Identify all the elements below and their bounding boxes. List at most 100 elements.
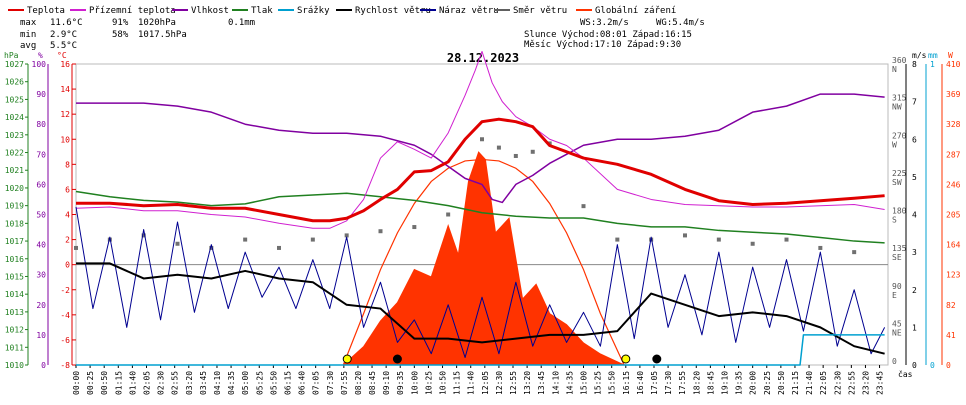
tick-label-wind-5: 5: [912, 173, 917, 182]
tick-label-w-123: 123: [946, 271, 961, 280]
x-tick-label-10: 04:10: [213, 371, 222, 395]
wind-dir-point-10: [412, 225, 417, 230]
series-vlhkost: [76, 93, 885, 204]
stat-min-hum: 58%: [112, 30, 129, 40]
tick-label-w-246: 246: [946, 180, 961, 189]
tick-label-dir-4: 180: [892, 207, 907, 216]
tick-label-dir-5: 225: [892, 169, 907, 178]
x-tick-label-32: 13:20: [523, 371, 532, 395]
x-tick-label-16: 06:40: [298, 371, 307, 395]
tick-label-dir-0: 0: [892, 357, 897, 366]
tick-label-dir-name-3: SE: [892, 253, 902, 262]
info-moon: Měsíc Východ:17:10 Západ:9:30: [524, 40, 681, 50]
legend-label-9: Globální záření: [595, 6, 676, 16]
x-tick-label-45: 18:45: [706, 371, 715, 395]
x-tick-label-48: 20:00: [749, 371, 758, 395]
tick-label-temp--2: -2: [60, 286, 70, 295]
tick-label-wind-7: 7: [912, 98, 917, 107]
x-tick-label-13: 05:25: [255, 371, 264, 395]
tick-label-dir-name-7: NW: [892, 103, 902, 112]
x-tick-label-50: 20:50: [777, 371, 786, 395]
x-tick-label-4: 01:40: [128, 371, 137, 395]
tick-label-temp-16: 16: [60, 60, 70, 69]
tick-label-dir-3: 135: [892, 244, 907, 253]
marker-moonrise: [652, 354, 662, 364]
x-tick-label-52: 21:40: [805, 371, 814, 395]
legend: Teplota Přízemní teplota Vlhkost Tlak Srážky…: [8, 6, 676, 16]
x-tick-label-55: 22:55: [847, 371, 856, 395]
tick-label-hpa-1019: 1019: [5, 202, 24, 211]
tick-label-pct-20: 20: [36, 301, 46, 310]
tick-label-wind-1: 1: [912, 323, 917, 332]
legend-label-3: Vlhkost: [191, 6, 229, 16]
tick-label-w-205: 205: [946, 211, 961, 220]
tick-label-temp-10: 10: [60, 135, 70, 144]
tick-label-hpa-1016: 1016: [5, 255, 24, 264]
axis-unit-temp: °C: [57, 51, 67, 60]
x-tick-label-26: 10:50: [439, 371, 448, 395]
tick-label-pct-80: 80: [36, 120, 46, 129]
tick-label-w-369: 369: [946, 90, 961, 99]
axis-unit-mm: mm: [928, 51, 938, 60]
wind-dir-point-3: [175, 241, 180, 246]
plot-area: [74, 50, 886, 366]
x-tick-label-1: 00:25: [86, 371, 95, 395]
x-tick-label-43: 17:55: [678, 371, 687, 395]
wind-dir-point-20: [683, 233, 687, 238]
x-tick-label-47: 19:35: [735, 371, 744, 395]
x-tick-label-21: 08:45: [368, 371, 377, 395]
wind-dir-point-21: [716, 237, 721, 242]
tick-label-hpa-1015: 1015: [5, 272, 24, 281]
tick-label-w-410: 410: [946, 60, 961, 69]
info-sun: Slunce Východ:08:01 Západ:16:15: [524, 30, 692, 40]
x-tick-label-9: 03:45: [199, 371, 208, 395]
legend-label-7: Náraz větru: [439, 6, 499, 16]
tick-label-hpa-1026: 1026: [5, 78, 24, 87]
tick-label-temp-4: 4: [65, 211, 70, 220]
x-tick-label-17: 07:05: [312, 371, 321, 395]
x-tick-label-46: 19:10: [720, 371, 729, 395]
x-tick-label-40: 16:40: [636, 371, 645, 395]
wind-dir-point-12: [480, 137, 484, 142]
tick-label-temp-8: 8: [65, 160, 70, 169]
legend-label-6: Rychlost větru: [355, 6, 431, 16]
tick-label-wind-4: 4: [912, 211, 917, 220]
tick-label-hpa-1021: 1021: [5, 166, 24, 175]
x-tick-label-7: 02:55: [171, 371, 180, 395]
wind-dir-point-11: [446, 212, 451, 217]
x-tick-label-38: 15:50: [608, 371, 617, 395]
tick-label-dir-6: 270: [892, 131, 907, 140]
tick-label-temp--4: -4: [60, 311, 70, 320]
x-tick-label-25: 10:25: [424, 371, 433, 395]
x-tick-label-0: 00:00: [72, 371, 81, 395]
x-tick-label-35: 14:35: [565, 371, 574, 395]
info-ws: WS:3.2m/s: [580, 18, 629, 28]
tick-label-wind-0: 0: [912, 361, 917, 370]
series-srazky: [76, 334, 885, 366]
tick-label-pct-100: 100: [32, 60, 47, 69]
x-tick-label-20: 08:20: [354, 371, 363, 395]
legend-label-5: Srážky: [297, 6, 330, 16]
tick-label-pct-90: 90: [36, 90, 46, 99]
x-tick-label-56: 23:20: [861, 371, 870, 395]
wind-dir-point-15: [530, 149, 535, 154]
stat-min-temp: 2.9°C: [50, 30, 77, 40]
tick-label-w-41: 41: [946, 331, 956, 340]
tick-label-pct-70: 70: [36, 150, 46, 159]
tick-label-temp--6: -6: [60, 336, 70, 345]
x-tick-label-5: 02:05: [142, 371, 151, 395]
tick-label-dir-2: 90: [892, 282, 902, 291]
x-axis-label: čas: [898, 369, 913, 379]
stat-avg-temp: 5.5°C: [50, 41, 77, 51]
x-tick-label-30: 12:30: [495, 371, 504, 395]
tick-label-hpa-1013: 1013: [5, 308, 24, 317]
tick-label-hpa-1012: 1012: [5, 326, 24, 335]
x-tick-label-49: 20:25: [763, 371, 772, 395]
x-tick-label-27: 11:15: [453, 371, 462, 395]
stat-max-hum: 91%: [112, 18, 129, 28]
tick-label-hpa-1011: 1011: [5, 343, 24, 352]
tick-label-temp--8: -8: [60, 361, 70, 370]
stat-max-label: max: [20, 18, 37, 28]
